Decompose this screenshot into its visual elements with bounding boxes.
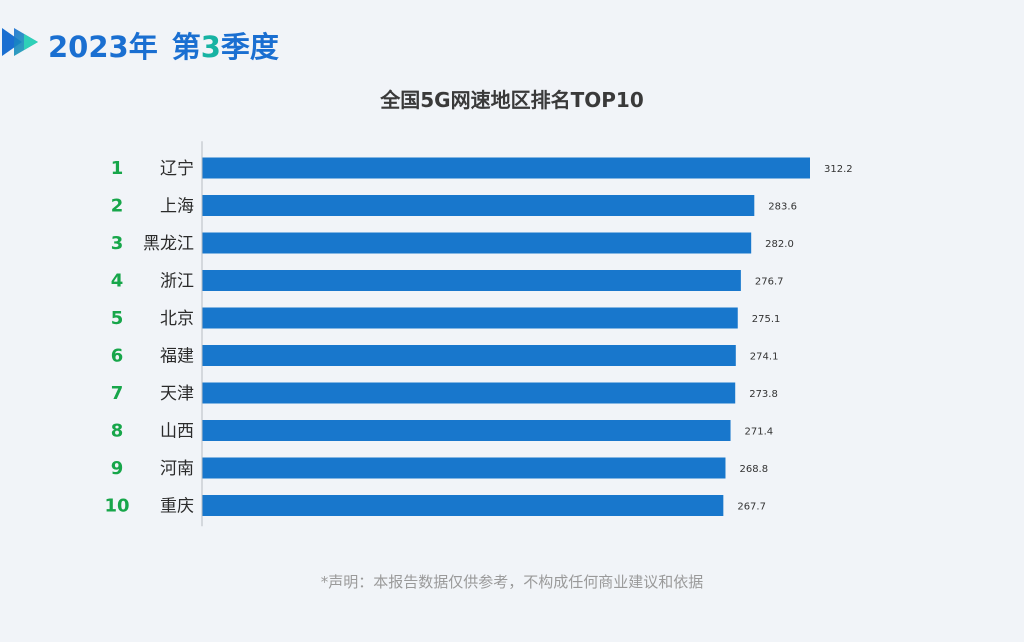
bar [202,270,741,291]
value-label: 275.1 [752,314,781,325]
value-label: 268.8 [739,464,768,475]
category-label: 辽宁 [160,159,194,179]
bar [202,307,738,329]
category-label: 浙江 [160,272,194,292]
bar [202,457,726,479]
bar [202,345,736,366]
category-label: 福建 [160,347,194,367]
value-label: 273.8 [749,389,778,400]
category-label: 天津 [160,384,194,404]
quarter-number: 3 [200,30,221,64]
category-label: 上海 [160,197,194,217]
value-label: 283.6 [768,202,797,213]
category-label: 重庆 [160,497,194,517]
report-period-label: 2023年 第3季度 [48,24,279,66]
quarter-prefix: 第 [171,30,201,64]
bar [202,495,724,516]
rank-number: 9 [111,458,124,479]
rank-number: 10 [104,496,129,517]
rank-number: 6 [111,346,124,367]
rank-number: 4 [111,271,124,292]
rank-number: 1 [111,158,124,179]
rank-number: 5 [111,308,124,329]
value-label: 276.7 [755,277,784,288]
report-year: 2023年 [48,30,158,64]
rank-number: 3 [111,233,124,254]
disclaimer-text: *声明：本报告数据仅供参考，不构成任何商业建议和依据 [320,573,704,591]
value-label: 312.2 [824,164,853,175]
category-label: 河南 [160,459,194,479]
category-label: 北京 [160,309,194,329]
rank-number: 8 [111,421,124,442]
bar [202,195,755,216]
bar [202,232,752,254]
bar [202,157,810,179]
value-label: 282.0 [765,239,794,250]
rank-number: 7 [111,383,124,404]
value-label: 271.4 [745,427,774,438]
quarter-suffix: 季度 [220,30,279,64]
category-label: 山西 [160,422,194,442]
chart-title: 全国5G网速地区排名TOP10 [380,88,644,112]
bar [202,420,731,441]
bar [202,382,736,404]
rank-number: 2 [111,196,124,217]
value-label: 267.7 [737,502,766,513]
category-label: 黑龙江 [143,234,194,254]
brand-logo-icon [2,28,38,56]
value-label: 274.1 [750,352,779,363]
